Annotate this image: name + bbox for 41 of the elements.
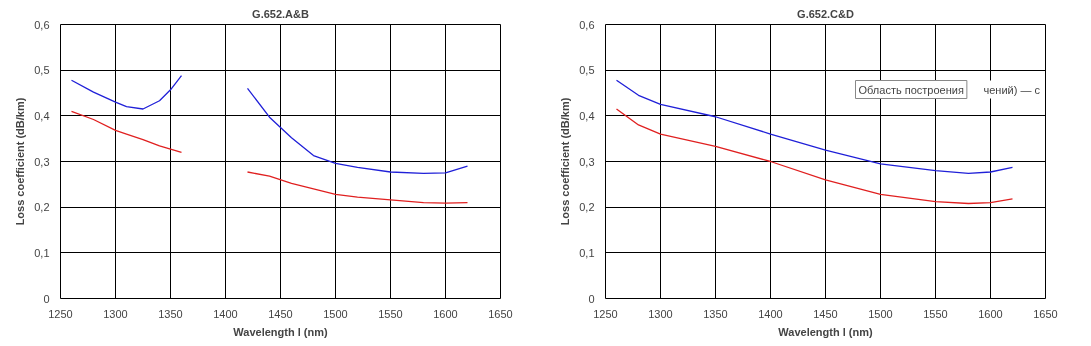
x-tick-label: 1350 xyxy=(703,307,728,320)
x-tick-label: 1400 xyxy=(758,307,783,320)
x-tick-label: 1450 xyxy=(813,307,838,320)
x-tick-label: 1500 xyxy=(323,307,348,320)
y-tick-label: 0,5 xyxy=(579,64,595,77)
annotation: Область построения xyxy=(858,83,964,96)
x-tick-label: 1600 xyxy=(978,307,1003,320)
x-axis-title: Wavelength l (nm) xyxy=(778,325,873,338)
x-tick-label: 1650 xyxy=(1033,307,1058,320)
y-tick-label: 0,4 xyxy=(579,109,595,122)
y-tick-label: 0,1 xyxy=(579,246,595,259)
y-axis-title: Loss coefficient (dB/km) xyxy=(14,97,27,226)
x-tick-label: 1250 xyxy=(48,307,73,320)
y-tick-label: 0 xyxy=(588,292,595,305)
x-tick-label: 1350 xyxy=(158,307,183,320)
y-tick-label: 0,2 xyxy=(579,201,595,214)
line-series xyxy=(615,108,1014,205)
y-tick-label: 0,1 xyxy=(34,246,50,259)
chart-title: G.652.A&B xyxy=(252,7,309,20)
x-tick-label: 1250 xyxy=(593,307,618,320)
chart-title: G.652.C&D xyxy=(797,7,854,20)
x-tick-label: 1300 xyxy=(103,307,128,320)
annotation: чений) — с xyxy=(983,83,1041,96)
y-axis-title: Loss coefficient (dB/km) xyxy=(559,97,572,226)
y-tick-label: 0 xyxy=(43,292,50,305)
x-tick-label: 1550 xyxy=(923,307,948,320)
y-tick-label: 0,4 xyxy=(34,109,50,122)
y-tick-label: 0,3 xyxy=(579,155,595,168)
x-tick-label: 1450 xyxy=(268,307,293,320)
x-tick-label: 1300 xyxy=(648,307,673,320)
x-tick-label: 1600 xyxy=(433,307,458,320)
x-axis-title: Wavelength l (nm) xyxy=(233,325,328,338)
x-tick-label: 1550 xyxy=(378,307,403,320)
y-tick-label: 0,2 xyxy=(34,201,50,214)
x-tick-label: 1650 xyxy=(488,307,513,320)
y-tick-label: 0,6 xyxy=(34,18,50,31)
y-tick-label: 0,3 xyxy=(34,155,50,168)
x-tick-label: 1400 xyxy=(213,307,238,320)
y-tick-label: 0,5 xyxy=(34,64,50,77)
y-tick-label: 0,6 xyxy=(579,18,595,31)
x-tick-label: 1500 xyxy=(868,307,893,320)
